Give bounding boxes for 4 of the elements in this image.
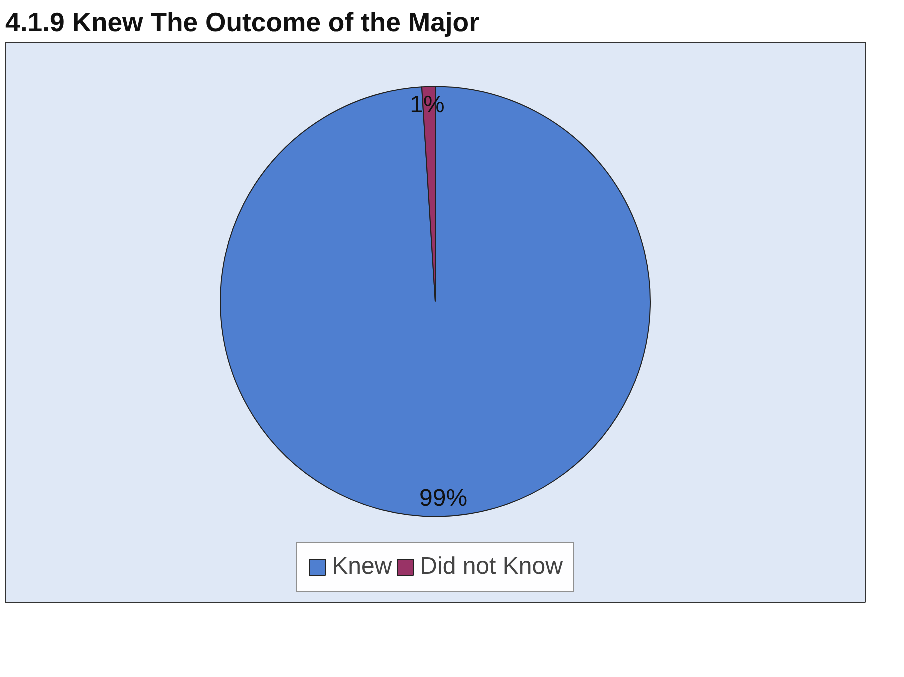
legend-label: Did not Know (420, 553, 563, 581)
data-label: 99% (420, 485, 468, 512)
chart-title: 4.1.9 Knew The Outcome of the Major (6, 8, 480, 38)
legend-label: Knew (332, 553, 392, 581)
